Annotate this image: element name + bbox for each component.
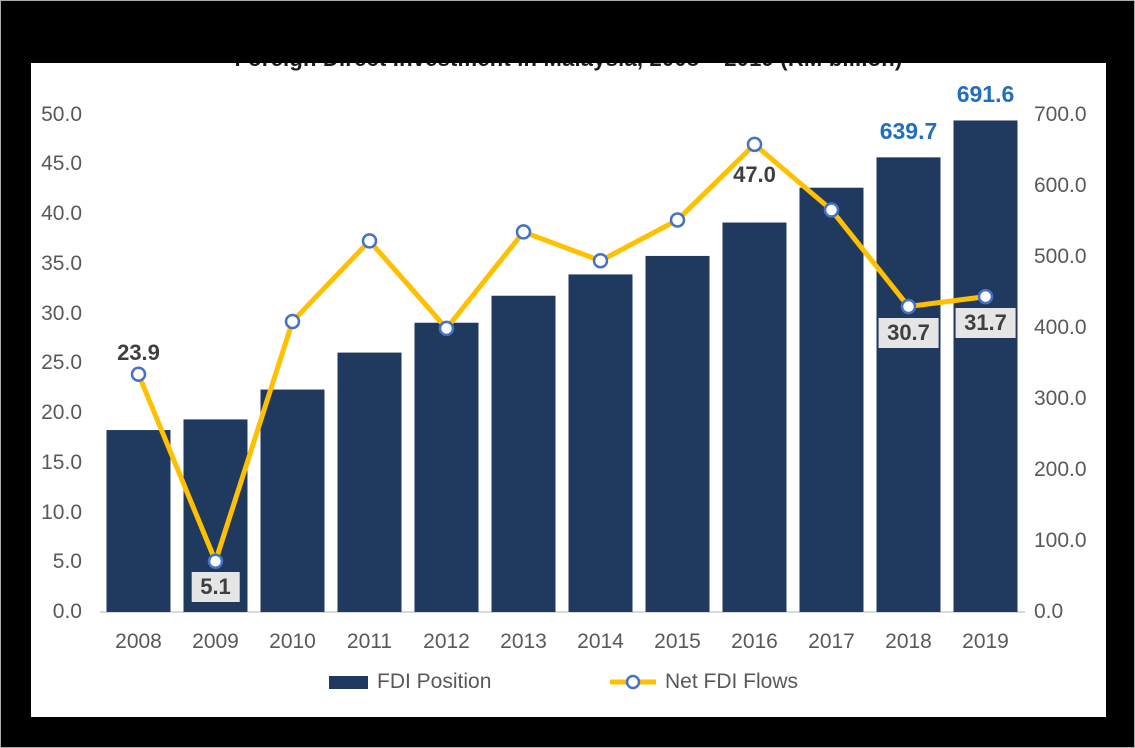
marker-2008 [130,366,147,382]
bar-2014 [568,274,633,612]
legend-item-net-fdi-flows: Net FDI Flows [610,666,798,698]
bar-2017 [799,187,864,613]
bar-2015 [645,255,710,613]
marker-2010 [284,313,301,330]
marker-2016 [746,136,763,153]
legend-item-fdi-position: FDI Position [329,666,491,698]
line-series-swatch [610,674,656,690]
marker-2011 [361,233,378,249]
net-fdi-flows-line [136,141,988,564]
bar-2016 [722,222,787,612]
legend-label-fdi-position: FDI Position [377,670,492,693]
marker-2014 [592,253,609,269]
x-axis-line [100,611,1025,613]
bar-2009 [183,419,248,612]
marker-2019 [977,288,994,305]
marker-2013 [515,224,532,240]
bar-2019 [953,120,1018,612]
marker-2009 [207,553,224,570]
bar-2012 [414,322,479,612]
marker-2017 [823,202,840,218]
bar-2018 [876,157,941,612]
chart-title: Foreign Direct Investment in Malaysia, 2… [234,46,903,71]
bar-2013 [491,295,556,612]
bar-2010 [260,389,325,612]
bar-series-swatch [329,675,368,689]
legend-label-net-fdi-flows: Net FDI Flows [665,670,799,693]
marker-2018 [900,298,917,315]
bar-2011 [337,352,402,612]
marker-2012 [438,320,455,337]
marker-2015 [669,212,686,228]
bar-2008 [106,430,171,612]
